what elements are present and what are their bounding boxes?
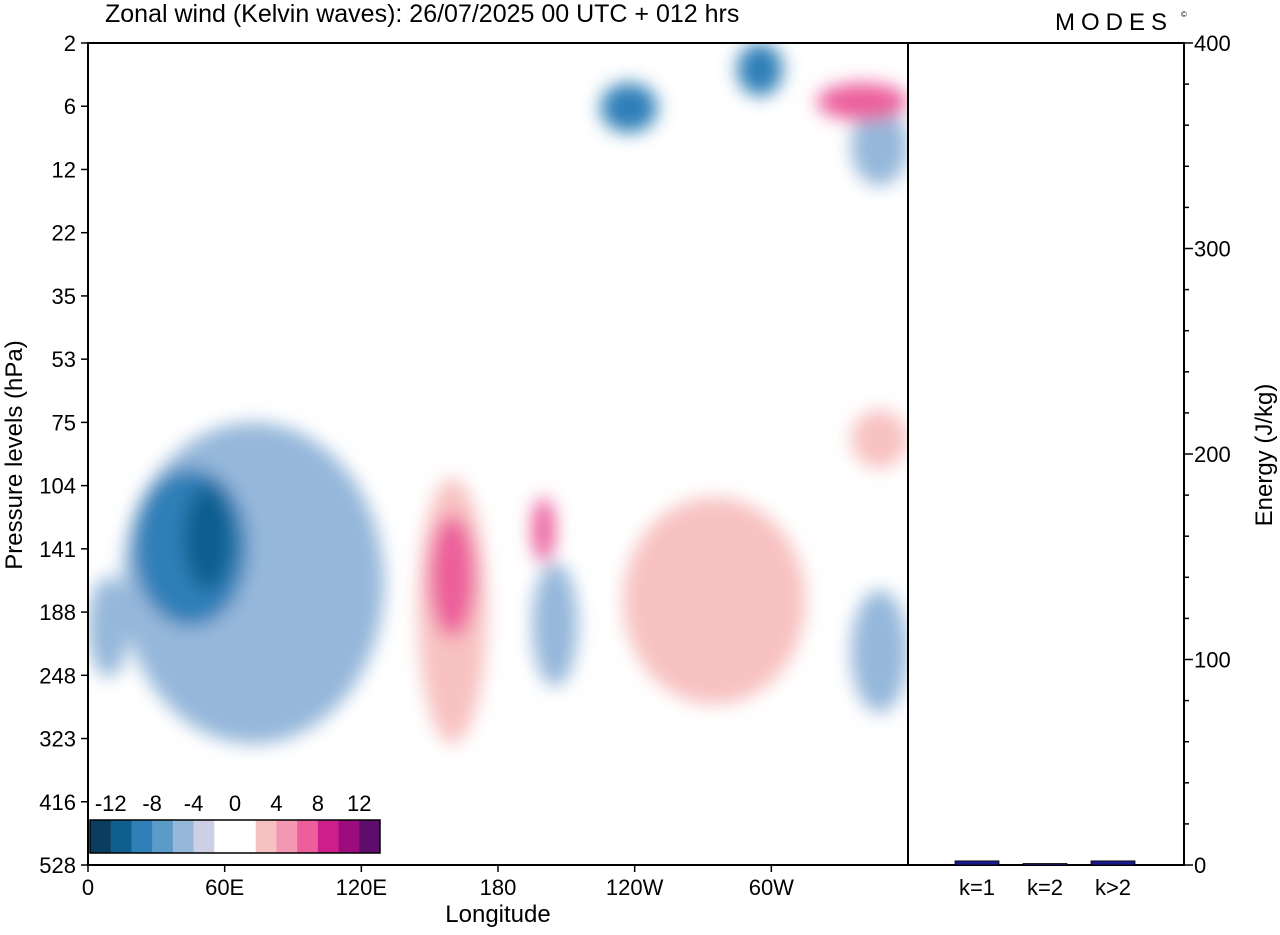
energy-tick-label: 0 bbox=[1194, 853, 1206, 878]
y-tick-label: 6 bbox=[64, 94, 76, 119]
y-tick-label: 104 bbox=[39, 474, 76, 499]
y-tick-label: 35 bbox=[52, 284, 76, 309]
y-tick-label: 248 bbox=[39, 663, 76, 688]
colorbar-label: 12 bbox=[347, 791, 371, 816]
colorbar-label: -4 bbox=[184, 791, 204, 816]
colorbar-swatch bbox=[235, 820, 257, 853]
colorbar-swatch bbox=[110, 820, 132, 853]
colorbar-frame bbox=[89, 819, 381, 854]
energy-panel-frame bbox=[907, 42, 1185, 866]
y-tick-label: 323 bbox=[39, 727, 76, 752]
y-tick-label: 12 bbox=[52, 157, 76, 182]
energy-tick-label: 100 bbox=[1194, 648, 1231, 673]
colorbar-swatch bbox=[214, 820, 236, 853]
contour-region-12 bbox=[532, 497, 555, 563]
x-tick-label: 120W bbox=[606, 875, 664, 900]
contour-region-1 bbox=[532, 562, 578, 687]
colorbar-swatch bbox=[338, 820, 360, 853]
x-tick-label: 60W bbox=[749, 875, 794, 900]
y-axis-label: Pressure levels (hPa) bbox=[1, 340, 28, 569]
x-tick-label: 60E bbox=[205, 875, 244, 900]
y-tick-label: 528 bbox=[39, 853, 76, 878]
brand-logo: MODES bbox=[1055, 9, 1173, 36]
colorbar-swatch bbox=[152, 820, 174, 853]
y-tick-label: 22 bbox=[52, 221, 76, 246]
y-tick-label: 53 bbox=[52, 347, 76, 372]
heatmap-field bbox=[88, 43, 908, 744]
colorbar-swatch bbox=[317, 820, 340, 853]
x-tick-label: 180 bbox=[480, 875, 517, 900]
y-tick-label: 416 bbox=[39, 790, 76, 815]
energy-category-label: k=2 bbox=[1027, 875, 1063, 900]
energy-category-label: k=1 bbox=[959, 875, 995, 900]
energy-bar-0 bbox=[954, 860, 1000, 866]
energy-bar-1 bbox=[1022, 863, 1068, 866]
colorbar-label: -8 bbox=[142, 791, 162, 816]
contour-region-11 bbox=[429, 515, 476, 638]
energy-tick-label: 300 bbox=[1194, 237, 1231, 262]
colorbar-swatch bbox=[255, 820, 277, 853]
x-tick-label: 0 bbox=[82, 875, 94, 900]
colorbar-swatch bbox=[172, 820, 195, 853]
contour-region-9 bbox=[737, 43, 783, 96]
y-tick-label: 141 bbox=[39, 537, 76, 562]
energy-tick-label: 400 bbox=[1194, 31, 1231, 56]
colorbar-label: 0 bbox=[229, 791, 241, 816]
colorbar-label: -12 bbox=[95, 791, 127, 816]
y-tick-label: 75 bbox=[52, 410, 76, 435]
colorbar-label: 8 bbox=[312, 791, 324, 816]
contour-region-10 bbox=[600, 82, 658, 133]
contour-region-13 bbox=[816, 82, 908, 121]
chart-title: Zonal wind (Kelvin waves): 26/07/2025 00… bbox=[105, 0, 739, 28]
contour-region-2 bbox=[851, 589, 908, 713]
colorbar-swatch bbox=[193, 820, 215, 853]
energy-axis-label: Energy (J/kg) bbox=[1251, 384, 1278, 527]
colorbar-swatch bbox=[297, 820, 319, 853]
colorbar-swatch bbox=[276, 820, 298, 853]
heatmap-axes: 0 60E 120E 180 120W 60W 2 6 12 22 35 53 75 104 141 188 2… bbox=[39, 31, 794, 900]
contour-region-3 bbox=[851, 106, 908, 186]
colorbar-swatch bbox=[90, 820, 112, 853]
colorbar-swatch bbox=[131, 820, 153, 853]
brand-mark: © bbox=[1181, 10, 1187, 19]
colorbar-label: 4 bbox=[270, 791, 282, 816]
energy-category-label: k>2 bbox=[1095, 875, 1131, 900]
x-axis-label: Longitude bbox=[445, 901, 550, 928]
colorbar: -12 -8 -4 0 4 8 12 bbox=[89, 791, 381, 854]
energy-bar-2 bbox=[1090, 860, 1136, 866]
colorbar-swatch bbox=[359, 820, 381, 853]
contour-region-7 bbox=[88, 576, 129, 678]
y-tick-label: 188 bbox=[39, 600, 76, 625]
energy-bar-chart: 0 100 200 300 400 k=1 k=2 k>2 bbox=[954, 31, 1231, 900]
contour-region-5 bbox=[623, 497, 806, 705]
contour-region-6 bbox=[851, 409, 908, 469]
contour-region-14 bbox=[183, 485, 232, 590]
x-tick-label: 120E bbox=[336, 875, 387, 900]
y-tick-label: 2 bbox=[64, 31, 76, 56]
energy-tick-label: 200 bbox=[1194, 442, 1231, 467]
